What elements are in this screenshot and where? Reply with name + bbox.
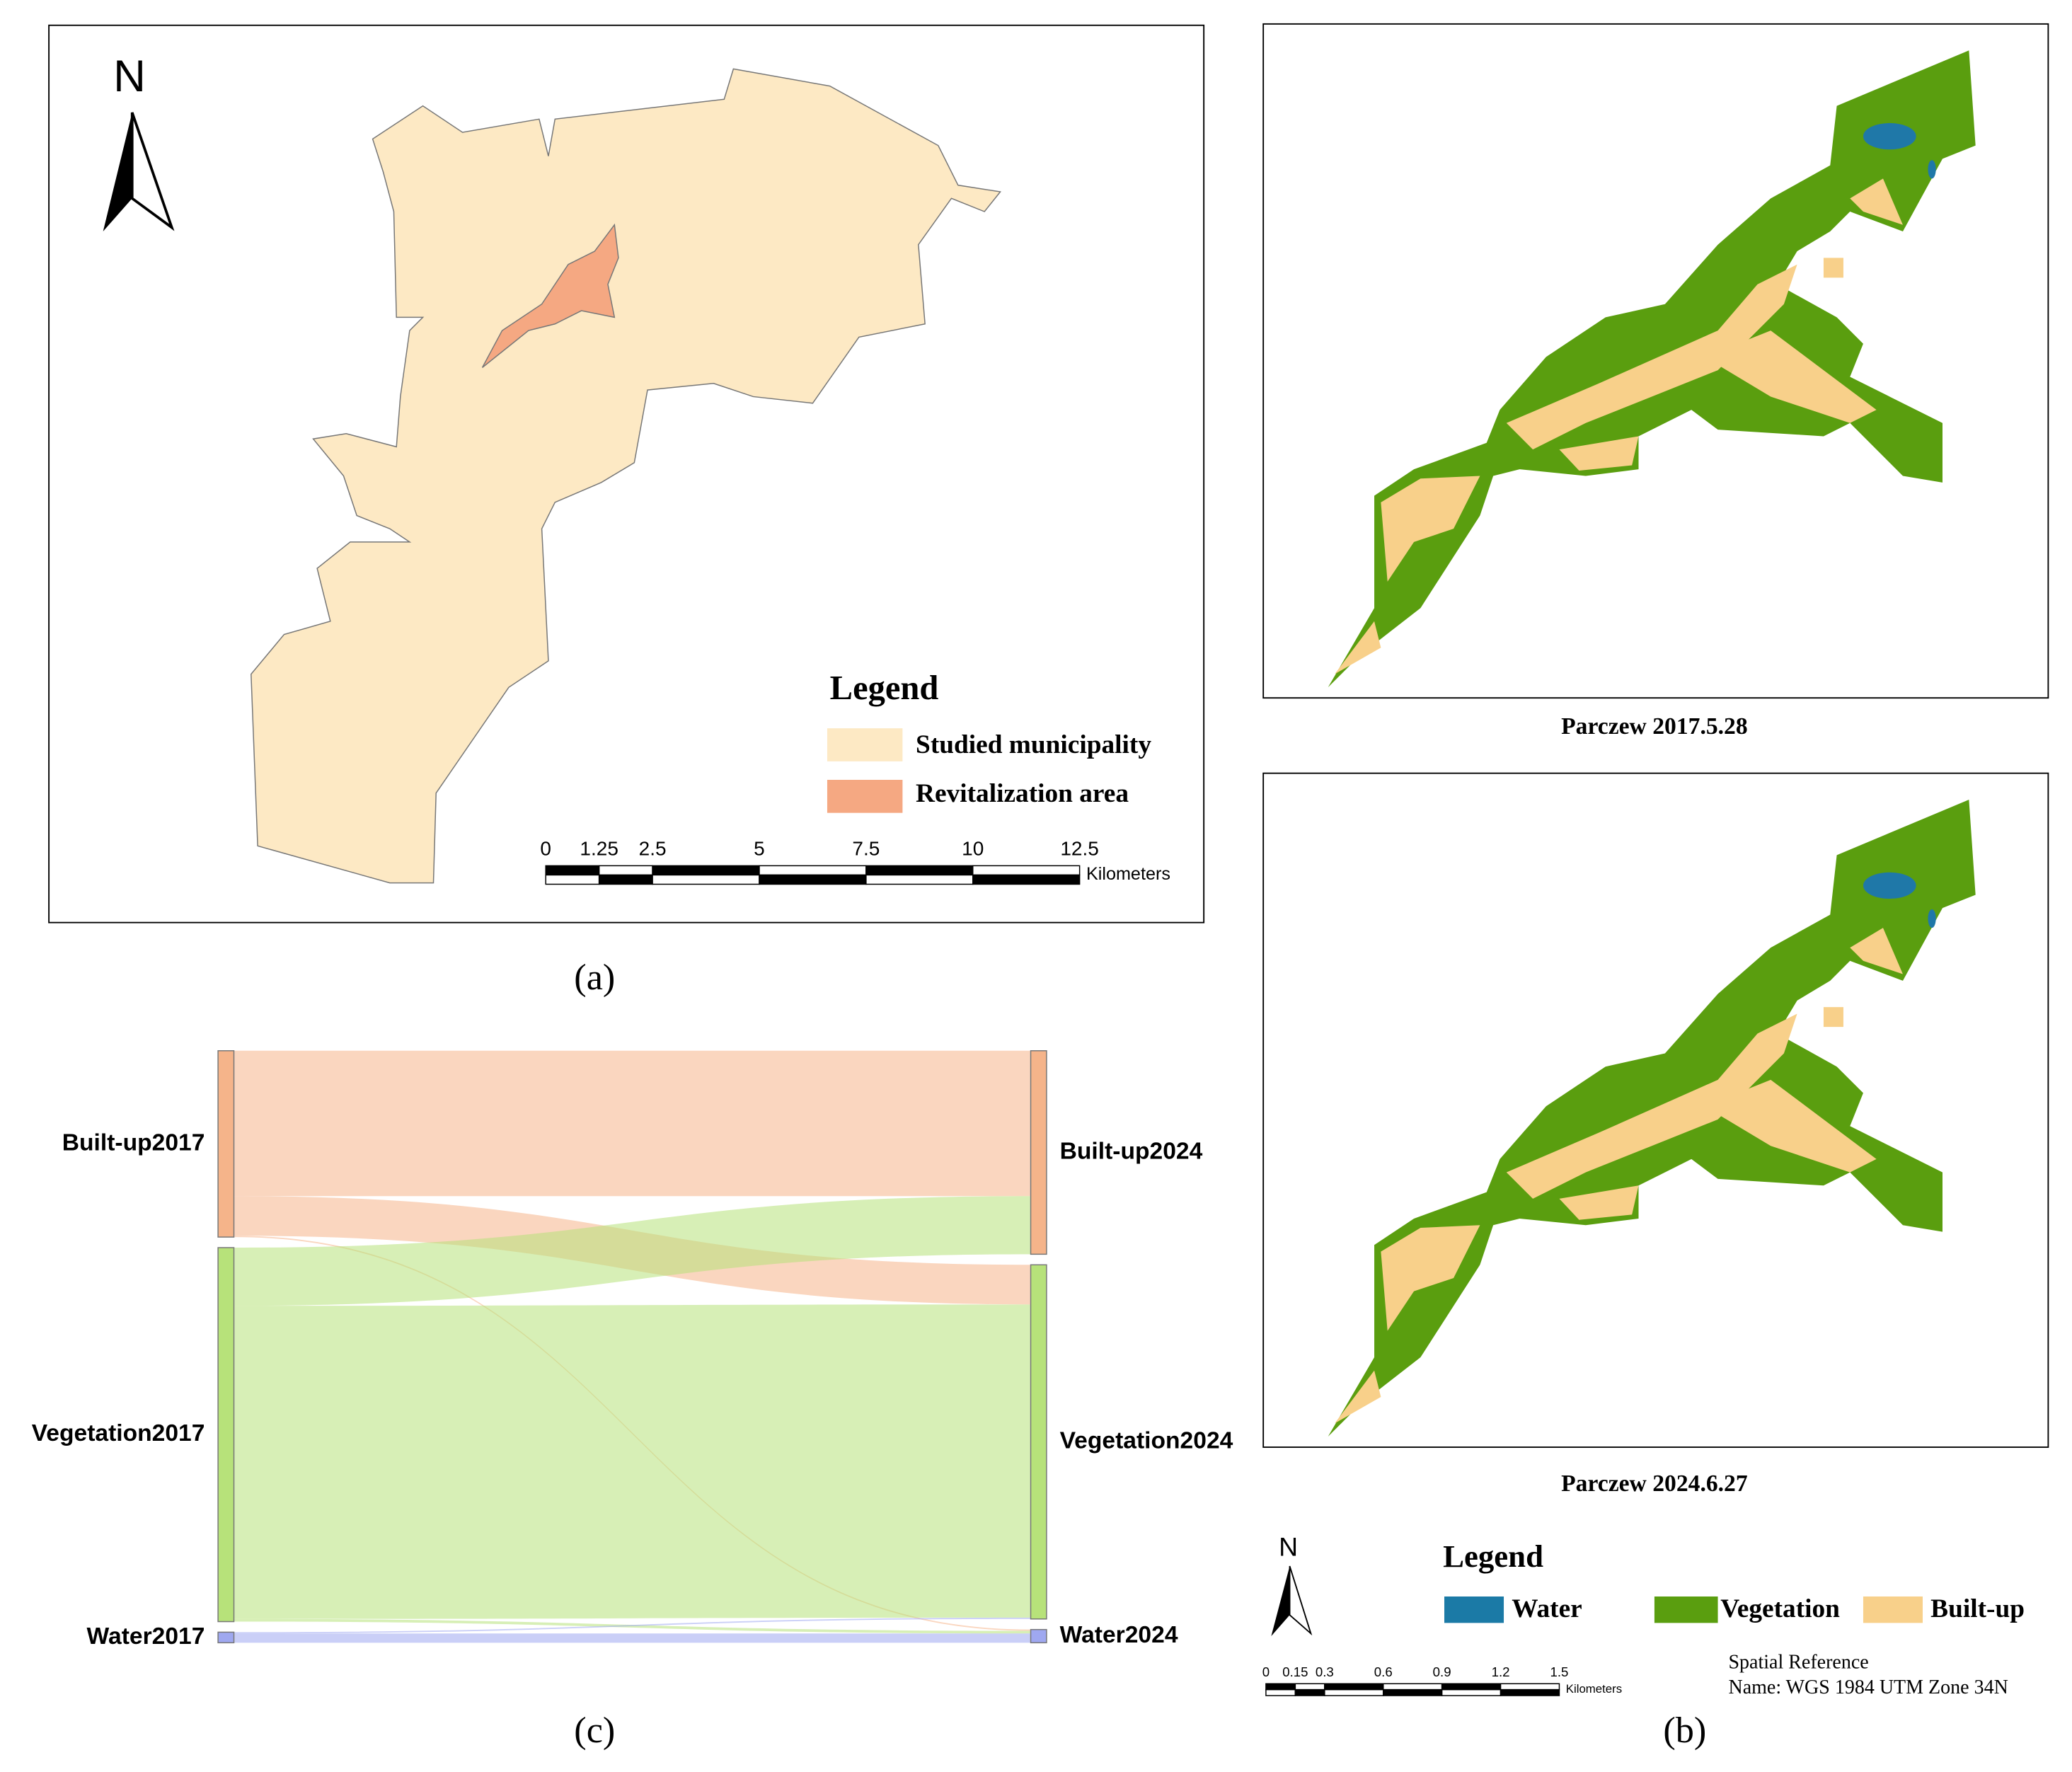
scale-segment — [545, 874, 600, 885]
scale-segment — [598, 874, 653, 885]
legend-swatch — [1863, 1596, 1923, 1623]
scale-label: 10 — [962, 837, 984, 859]
scale-segment — [972, 874, 1081, 885]
sankey-link — [234, 1633, 1031, 1643]
scale-segment — [759, 874, 867, 885]
sankey-node — [1030, 1050, 1047, 1255]
scale-label: 1.25 — [580, 837, 618, 859]
sankey-link — [234, 1304, 1031, 1619]
node-label: Built-up2017 — [62, 1129, 205, 1156]
scale-segment — [1441, 1688, 1502, 1696]
scale-label: 2.5 — [639, 837, 667, 859]
scale-segment — [1382, 1683, 1443, 1691]
scale-label: 1.2 — [1492, 1664, 1510, 1679]
spatial-reference: Spatial Reference — [1728, 1652, 1868, 1674]
legend-label: Studied municipality — [916, 730, 1151, 759]
scale-segment — [759, 865, 867, 876]
north-arrow — [1289, 1565, 1313, 1636]
sankey-node — [217, 1050, 235, 1238]
sankey-link — [234, 1196, 1031, 1306]
scale-label: 1.5 — [1550, 1664, 1569, 1679]
north-arrow — [1271, 1566, 1290, 1637]
scale-segment — [1294, 1683, 1325, 1691]
scale-segment — [865, 874, 974, 885]
municipality — [251, 68, 1001, 884]
scale-segment — [1500, 1688, 1560, 1696]
node-label: Water2017 — [87, 1623, 205, 1650]
node-label: Vegetation2024 — [1060, 1427, 1233, 1454]
caption: (b) — [1663, 1710, 1706, 1751]
sankey-link — [234, 1617, 1031, 1634]
scale-segment — [652, 874, 760, 885]
scale-label: 12.5 — [1060, 837, 1099, 859]
legend-title: Legend — [1443, 1538, 1543, 1574]
caption: (c) — [574, 1710, 615, 1751]
sankey-node — [1030, 1628, 1047, 1644]
scale-label: 5 — [754, 837, 765, 859]
legend-swatch — [827, 779, 903, 813]
scale-segment — [972, 865, 1081, 876]
north-label: N — [113, 52, 146, 101]
scale-segment — [1500, 1683, 1560, 1691]
scale-label: 0 — [540, 837, 551, 859]
map-title: Parczew 2017.5.28 — [1561, 713, 1748, 740]
node-label: Water2024 — [1060, 1622, 1178, 1648]
north-label: N — [1279, 1532, 1298, 1562]
scale-segment — [1265, 1688, 1296, 1696]
scale-segment — [1294, 1688, 1325, 1696]
spatial-reference: Name: WGS 1984 UTM Zone 34N — [1728, 1676, 2008, 1698]
sankey-link — [234, 1050, 1031, 1197]
sankey-node — [217, 1631, 235, 1644]
scale-label: 0.3 — [1316, 1664, 1334, 1679]
sankey-node — [1030, 1264, 1047, 1620]
revitalization-area — [481, 223, 619, 368]
legend-label: Built-up — [1930, 1594, 2025, 1623]
legend-swatch — [827, 728, 903, 761]
scale-label: 0.9 — [1433, 1664, 1451, 1679]
legend-label: Revitalization area — [916, 779, 1129, 808]
scale-segment — [652, 865, 760, 876]
legend-title: Legend — [830, 669, 939, 707]
scale-label: 0 — [1262, 1664, 1270, 1679]
legend-label: Vegetation — [1720, 1594, 1840, 1623]
scale-unit: Kilometers — [1086, 864, 1170, 884]
sankey: Built-up2017 Vegetation2017 Water2017 Built… — [32, 1050, 1233, 1650]
scale-label: 7.5 — [852, 837, 880, 859]
legend-swatch — [1444, 1596, 1504, 1623]
scale-segment — [598, 865, 653, 876]
map-title: Parczew 2024.6.27 — [1561, 1471, 1748, 1497]
scale-segment — [1265, 1683, 1296, 1691]
scale-bar: 0 1.25 2.5 5 7.5 10 12.5 Kilometers — [540, 837, 1170, 885]
north-arrow — [130, 112, 175, 231]
scale-unit: Kilometers — [1566, 1682, 1622, 1696]
scale-segment — [1324, 1688, 1384, 1696]
scale-label: 0.15 — [1282, 1664, 1308, 1679]
legend-swatch — [1654, 1596, 1718, 1623]
scale-bar: 0 0.15 0.3 0.6 0.9 1.2 1.5 Kilometers — [1262, 1664, 1622, 1696]
scale-segment — [865, 865, 974, 876]
node-label: Vegetation2017 — [32, 1420, 205, 1446]
scale-segment — [1324, 1683, 1384, 1691]
scale-segment — [1382, 1688, 1443, 1696]
sankey-node — [217, 1247, 235, 1623]
scale-label: 0.6 — [1374, 1664, 1393, 1679]
scale-segment — [1441, 1683, 1502, 1691]
scale-segment — [545, 865, 600, 876]
node-label: Built-up2024 — [1060, 1138, 1203, 1164]
legend-label: Water — [1512, 1594, 1582, 1623]
caption: (a) — [574, 957, 615, 998]
